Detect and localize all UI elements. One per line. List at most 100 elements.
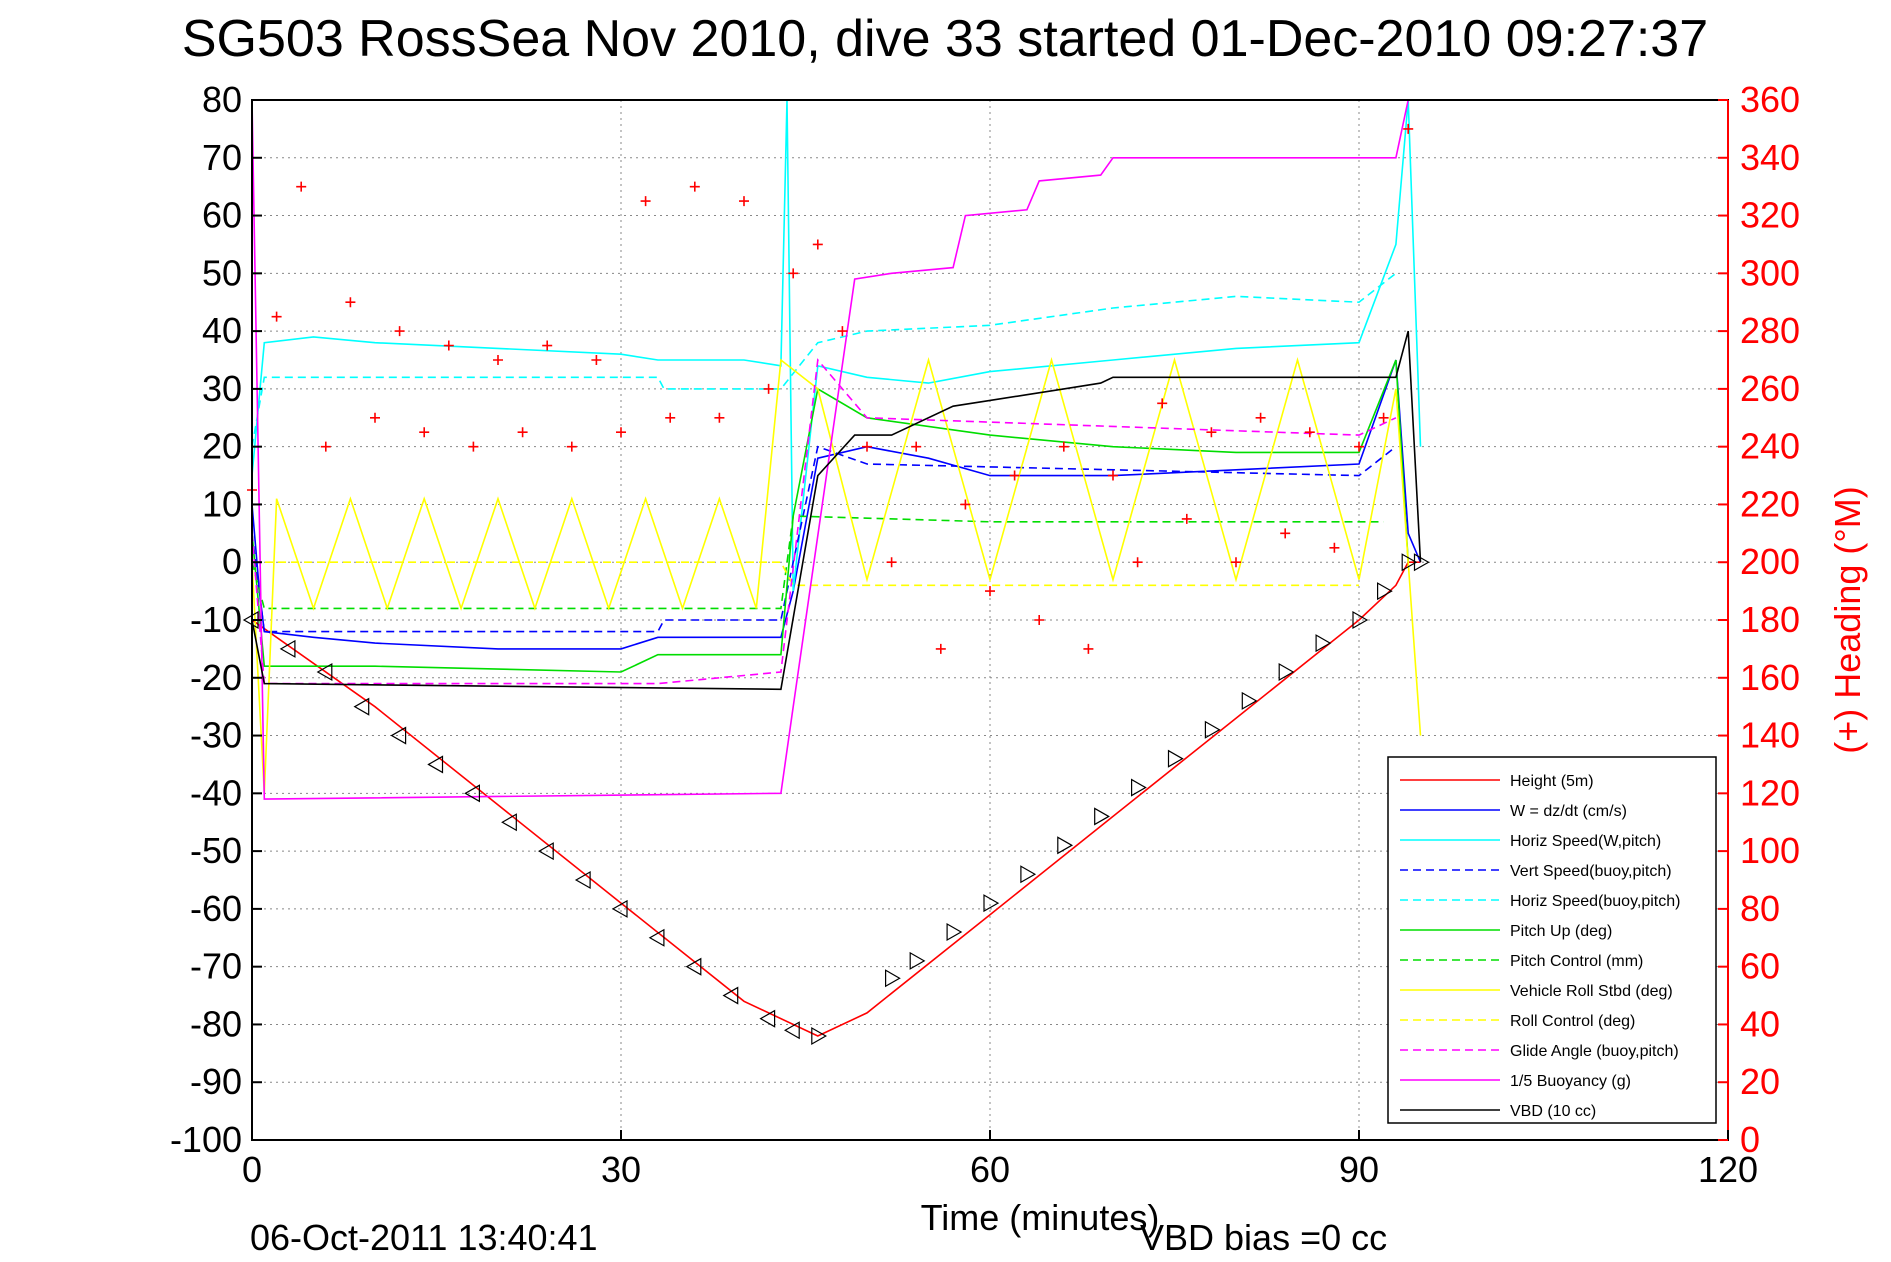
glider-position-marker [501,813,517,832]
y-tick-label: -50 [190,830,242,871]
y-tick-label: 30 [202,368,242,409]
heading-marker [394,326,405,337]
legend-label-pitch-control-mm: Pitch Control (mm) [1510,953,1643,970]
glider-position-marker [537,842,554,861]
glider-position-marker [464,784,480,803]
y-tick-label: 10 [202,483,242,524]
heading-marker [1403,123,1414,134]
right-y-tick-label: 340 [1740,137,1800,178]
heading-marker [862,441,872,452]
heading-marker [1181,513,1192,524]
heading-marker [739,196,749,207]
glider-position-marker [1131,778,1147,797]
heading-marker [1108,470,1118,481]
heading-marker [419,427,430,438]
series-line-w-dz-dt-cm-s [251,359,1422,650]
series-line-1-5-buoyancy-g [251,99,1409,800]
glider-position-marker [1020,865,1037,884]
glider-position-marker [983,894,1000,913]
series-line-horiz-speed-buoy-pitch [251,272,1397,447]
x-tick-label: 0 [242,1149,262,1190]
legend-label-1-5-buoyancy-g: 1/5 Buoyancy (g) [1510,1073,1631,1090]
heading-marker [517,427,528,438]
glider-position-marker [1278,662,1295,682]
right-y-tick-label: 0 [1740,1119,1760,1160]
glider-position-marker [1352,610,1369,630]
series-line-height-5m [251,561,1421,1037]
glider-position-marker [648,928,665,947]
glider-position-marker [1401,553,1418,572]
heading-marker [1157,398,1168,409]
heading-marker [271,311,282,322]
x-tick-label: 120 [1698,1149,1758,1190]
heading-marker [591,355,602,365]
right-y-tick-label: 300 [1740,252,1800,293]
heading-marker [886,557,897,568]
series-line-pitch-control-mm [251,515,1384,610]
legend-label-w-dz-dt-cm-s: W = dz/dt (cm/s) [1510,803,1627,820]
glider-position-marker [946,922,963,942]
heading-marker [960,499,971,510]
generation-timestamp: 06-Oct-2011 13:40:41 [250,1217,598,1258]
legend: Height (5m) W = dz/dt (cm/s) Horiz Speed(W… [1387,756,1717,1124]
y-tick-label: 0 [222,541,242,582]
right-y-tick-label: 320 [1740,195,1800,236]
right-y-tick-label: 360 [1740,79,1800,120]
heading-marker [1231,557,1241,568]
glider-position-marker [1413,553,1430,572]
heading-marker [1255,412,1266,423]
heading-marker [345,297,356,308]
y-tick-label: -10 [190,599,242,640]
glider-position-marker [427,755,444,774]
right-y-tick-label: 20 [1740,1061,1780,1102]
chart-title: SG503 RossSea Nov 2010, dive 33 started … [182,10,1708,68]
heading-marker [443,340,454,351]
x-axis-label: Time (minutes) [921,1197,1160,1238]
heading-marker [1329,542,1340,553]
glider-position-marker [811,1026,828,1046]
glider-position-marker [1315,634,1332,653]
y-tick-label: 70 [202,137,242,178]
heading-marker [1058,441,1069,452]
heading-marker [1132,557,1143,568]
right-y-tick-label: 80 [1740,888,1780,929]
right-y-tick-label: 200 [1740,541,1800,582]
heading-marker [640,196,651,207]
glider-position-marker [1241,691,1258,710]
glider-position-marker [279,639,296,658]
legend-label-vert-speed-buoy-pitch: Vert Speed(buoy,pitch) [1510,863,1672,880]
y-tick-label: -70 [190,946,242,987]
series-layer [251,99,1422,1037]
glider-position-marker [1167,749,1184,768]
heading-marker [763,383,774,394]
legend-label-vbd-10-cc: VBD (10 cc) [1510,1103,1596,1120]
heading-marker [1354,441,1364,452]
heading-marker [689,181,700,192]
heading-marker [837,326,848,337]
marker-layer [242,123,1430,1046]
y-tick-label: -100 [170,1119,242,1160]
y-tick-label: 50 [202,252,242,293]
glider-position-marker [1094,807,1110,826]
legend-label-pitch-up-deg: Pitch Up (deg) [1510,923,1612,940]
heading-marker [788,268,799,279]
glider-position-marker [390,726,407,745]
x-axis-ticks: 0 30 60 90 120 [242,1130,1758,1190]
series-line-horiz-speed-w-pitch [251,99,1422,592]
series-line-glide-angle-buoy-pitch [251,358,1397,685]
legend-label-horiz-speed-w-pitch: Horiz Speed(W,pitch) [1510,833,1661,850]
glider-position-marker [353,697,370,716]
heading-marker [1304,427,1315,438]
y-tick-label: 20 [202,426,242,467]
legend-label-roll-control-deg: Roll Control (deg) [1510,1013,1635,1030]
glider-position-marker [783,1021,800,1040]
glider-position-marker [316,662,333,682]
x-tick-label: 30 [601,1149,641,1190]
glider-position-marker [574,870,591,890]
heading-marker [296,181,307,192]
vbd-bias-note: VBD bias =0 cc [1140,1217,1387,1258]
y-tick-label: -20 [190,657,242,698]
glider-position-marker [885,969,901,988]
right-y-tick-label: 260 [1740,368,1800,409]
